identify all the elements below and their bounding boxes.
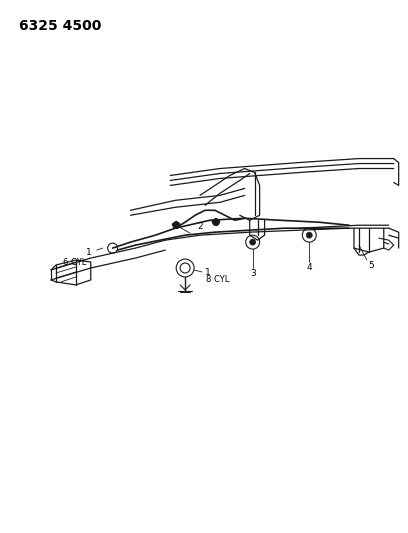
Circle shape bbox=[306, 232, 312, 238]
Text: 1: 1 bbox=[86, 247, 92, 256]
Text: 8 CYL: 8 CYL bbox=[206, 276, 230, 285]
Circle shape bbox=[250, 239, 256, 245]
Circle shape bbox=[213, 219, 220, 225]
Text: 4: 4 bbox=[306, 263, 312, 272]
Text: 6 CYL: 6 CYL bbox=[63, 257, 86, 266]
Text: 1: 1 bbox=[205, 269, 211, 278]
Circle shape bbox=[173, 222, 180, 229]
Text: 3: 3 bbox=[250, 270, 255, 278]
Text: 6325 4500: 6325 4500 bbox=[19, 19, 102, 33]
Text: 5: 5 bbox=[368, 261, 374, 270]
Text: 2: 2 bbox=[197, 222, 203, 231]
